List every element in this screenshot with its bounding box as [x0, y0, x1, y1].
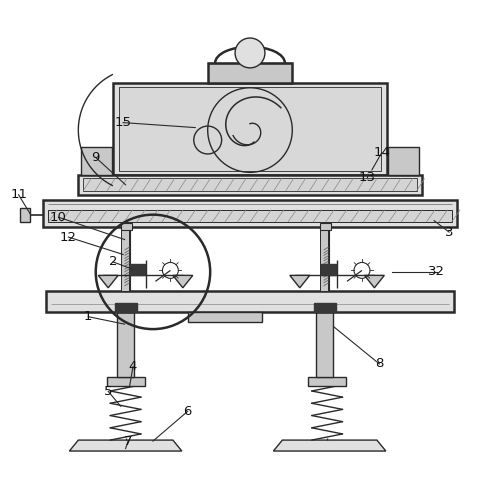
Bar	[117, 312, 134, 377]
Bar	[113, 83, 387, 175]
Text: 13: 13	[358, 171, 376, 184]
Text: 2: 2	[109, 255, 118, 268]
Bar	[316, 312, 333, 377]
Bar	[188, 312, 262, 322]
Text: 10: 10	[50, 211, 67, 224]
Bar	[84, 178, 416, 191]
Text: 4: 4	[129, 360, 137, 373]
Bar	[114, 303, 136, 312]
Bar	[20, 208, 30, 222]
Text: 11: 11	[10, 188, 27, 201]
Text: 14: 14	[374, 146, 390, 159]
Bar	[321, 264, 336, 275]
Bar	[208, 63, 292, 83]
Polygon shape	[98, 275, 118, 288]
Bar	[308, 377, 346, 386]
Polygon shape	[173, 275, 193, 288]
Bar	[78, 175, 422, 195]
Bar	[48, 210, 452, 222]
Bar	[121, 223, 132, 230]
Text: 12: 12	[60, 231, 77, 244]
Text: 7: 7	[124, 435, 132, 448]
Text: 5: 5	[104, 385, 112, 398]
Polygon shape	[290, 275, 310, 288]
Polygon shape	[274, 440, 386, 451]
Text: 15: 15	[114, 116, 132, 129]
Text: 1: 1	[84, 310, 92, 323]
Bar	[119, 87, 381, 171]
Bar	[388, 148, 419, 175]
Text: 6: 6	[184, 405, 192, 418]
Bar	[120, 227, 128, 291]
Bar	[124, 226, 130, 291]
Text: 9: 9	[92, 151, 100, 164]
Text: 32: 32	[428, 265, 445, 278]
Bar	[106, 377, 144, 386]
Polygon shape	[364, 275, 384, 288]
Bar	[314, 303, 336, 312]
Bar	[44, 200, 457, 227]
Text: 3: 3	[445, 226, 454, 239]
Bar	[46, 291, 454, 312]
Text: 8: 8	[375, 357, 384, 370]
Bar	[130, 264, 144, 275]
Bar	[320, 227, 328, 291]
Bar	[81, 148, 112, 175]
Bar	[320, 223, 331, 230]
Bar	[324, 226, 328, 291]
Polygon shape	[70, 440, 182, 451]
Circle shape	[235, 38, 265, 68]
